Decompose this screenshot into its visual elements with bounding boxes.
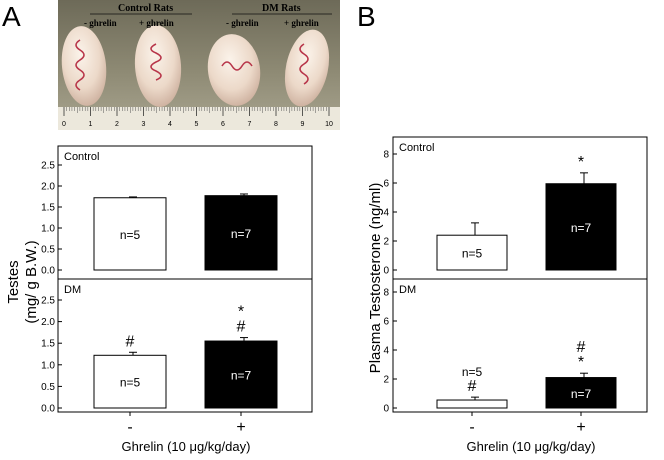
- right-xlabel: Ghrelin (10 μg/kg/day): [467, 439, 596, 454]
- plot-a-control: Control 0.0 0.5 1.0 1.5 2.0 2.5 n=5 n=7: [41, 145, 313, 280]
- photo-sublabel-1: - ghrelin: [84, 18, 117, 28]
- bar: [204, 340, 278, 409]
- epididymis-4: [299, 43, 309, 85]
- y-tick-label: 1.5: [41, 203, 55, 214]
- significance-mark: *: [578, 354, 584, 371]
- y-tick-label: 8: [383, 150, 389, 161]
- panel-subtitle: Control: [399, 142, 434, 154]
- plot-frame: [57, 278, 313, 413]
- bar-label: n=7: [231, 369, 252, 383]
- bar-label: n=7: [231, 227, 252, 241]
- photo-group-control: Control Rats: [118, 3, 173, 14]
- x-tick-label: +: [236, 419, 245, 436]
- y-tick-label: 4: [383, 346, 389, 357]
- significance-mark: #: [237, 319, 246, 336]
- bar-label: n=7: [571, 387, 592, 401]
- ruler-number: 5: [195, 121, 199, 128]
- y-tick-label: 2.5: [41, 296, 55, 307]
- bar: [436, 399, 508, 409]
- ruler-number: 1: [89, 121, 93, 128]
- bar-label: n=5: [120, 376, 141, 390]
- epididymis-2: [150, 43, 162, 81]
- y-tick-label: 1.5: [41, 339, 55, 350]
- testes-photo: 0 1 2 3 4 5 6 7 8 9 10 Control Rats DM Rats - ghre…: [58, 0, 340, 130]
- y-tick-label: 2.0: [41, 317, 55, 328]
- photo-sublabel-4: + ghrelin: [284, 18, 319, 28]
- x-tick-label: -: [469, 419, 474, 436]
- left-ylabel-line1: Testes: [5, 260, 22, 303]
- plot-frame: [392, 278, 648, 413]
- panel-label-b: B: [357, 1, 376, 32]
- bar-label: n=5: [462, 247, 483, 261]
- significance-mark: #: [468, 378, 477, 395]
- bar-label: n=5: [120, 228, 141, 242]
- ruler-number: 9: [301, 121, 305, 128]
- significance-mark: *: [578, 154, 584, 171]
- bar: [93, 197, 167, 271]
- ruler-number: 10: [325, 121, 333, 128]
- y-tick-label: 0.0: [41, 266, 55, 277]
- y-tick-label: 0: [383, 266, 389, 277]
- x-tick-label: +: [576, 419, 585, 436]
- ruler-number: 2: [115, 121, 119, 128]
- y-tick-label: 4: [383, 208, 389, 219]
- y-tick-label: 6: [383, 179, 389, 190]
- panel-label-a: A: [2, 1, 21, 32]
- epididymis-1: [75, 39, 85, 91]
- epididymis-3: [221, 61, 253, 71]
- testis-control-plus: [134, 25, 182, 107]
- right-ylabel: Plasma Testosterone (ng/ml): [367, 183, 384, 374]
- y-tick-label: 0.0: [41, 404, 55, 415]
- y-tick-label: 0.5: [41, 382, 55, 393]
- bar: [204, 195, 278, 271]
- testis-dm-plus: [284, 29, 330, 107]
- left-xlabel: Ghrelin (10 μg/kg/day): [122, 439, 251, 454]
- bar: [436, 234, 508, 271]
- ruler-number: 0: [62, 121, 66, 128]
- panel-subtitle: DM: [64, 284, 81, 296]
- ruler-number: 7: [248, 121, 252, 128]
- testis-control-minus: [61, 26, 107, 106]
- ruler: [58, 107, 340, 130]
- x-tick-label: -: [127, 419, 132, 436]
- testis-dm-minus: [207, 34, 261, 106]
- panel-subtitle: DM: [399, 284, 416, 296]
- y-tick-label: 8: [383, 288, 389, 299]
- y-tick-label: 0: [383, 404, 389, 415]
- photo-sublabel-2: + ghrelin: [139, 18, 174, 28]
- bar: [545, 183, 617, 271]
- ruler-number: 3: [142, 121, 146, 128]
- plot-a-dm: DM0.00.51.01.52.02.5n=5#-n=7#*+: [41, 278, 313, 436]
- ruler-ticks: 0 1 2 3 4 5 6 7 8 9 10: [62, 107, 333, 128]
- y-tick-label: 1.0: [41, 224, 55, 235]
- significance-mark: n=5: [462, 365, 483, 379]
- y-tick-label: 2.5: [41, 161, 55, 172]
- ruler-number: 4: [168, 121, 172, 128]
- bar: [545, 377, 617, 409]
- left-ylabel-line2: (mg/ g B.W.): [23, 240, 40, 323]
- plot-b-control: Control 0 2 4 6 8 n=5 n=7 *: [383, 136, 648, 280]
- photo-group-dm: DM Rats: [262, 3, 301, 14]
- y-tick-label: 2: [383, 375, 389, 386]
- significance-mark: #: [126, 333, 135, 350]
- significance-mark: #: [577, 339, 586, 356]
- photo-sublabel-3: - ghrelin: [226, 18, 259, 28]
- y-tick-label: 1.0: [41, 360, 55, 371]
- ruler-number: 8: [274, 121, 278, 128]
- bar: [93, 354, 167, 409]
- y-tick-label: 0.5: [41, 245, 55, 256]
- y-tick-label: 2.0: [41, 182, 55, 193]
- panel-subtitle: Control: [64, 151, 99, 163]
- significance-mark: *: [238, 304, 244, 321]
- y-tick-label: 6: [383, 317, 389, 328]
- y-tick-label: 2: [383, 237, 389, 248]
- bar-label: n=7: [571, 221, 592, 235]
- ruler-number: 6: [221, 121, 225, 128]
